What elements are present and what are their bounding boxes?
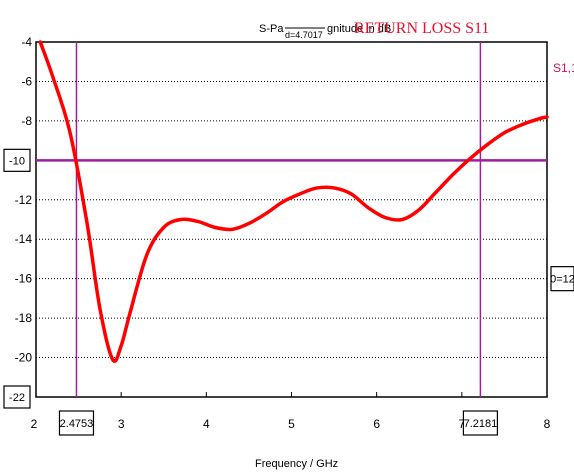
- x-tick-label: 8: [544, 417, 551, 431]
- legend-entry: S1,1: [553, 61, 574, 75]
- chart-header-prefix: S-Pa: [259, 23, 284, 35]
- y-tick-label: -20: [15, 351, 33, 365]
- chart-header-marker: d=4.7017: [285, 30, 323, 40]
- chart-title: RETURN LOSS S11: [354, 20, 489, 37]
- x-axis-ticks: 2 3 4 5 6 7 8: [31, 392, 551, 431]
- marker-label-x-1: 2.4753: [60, 418, 94, 430]
- marker-label-right-box: [550, 266, 574, 292]
- marker-label-x-2: 7.2181: [464, 418, 498, 430]
- marker-boxes: -10 -22 0=12 2.4753 7.2181: [3, 148, 574, 436]
- y-tick-label: -8: [21, 114, 32, 128]
- marker-lines: [36, 42, 547, 397]
- chart-header-suffix: gnitude in dB: [327, 23, 391, 35]
- x-tick-label: 7: [458, 417, 465, 431]
- marker-label-y-10: -10: [9, 155, 25, 167]
- x-tick-label: 3: [118, 417, 125, 431]
- x-tick-label: 5: [288, 417, 295, 431]
- marker-label-x-2-box: [462, 410, 499, 436]
- x-tick-label: 2: [31, 417, 38, 431]
- y-axis-ticks: -4 -6 -8 -12 -14 -16 -18 -20: [15, 35, 33, 365]
- x-tick-label: 6: [373, 417, 380, 431]
- marker-label-right: 0=12: [550, 274, 574, 286]
- y-tick-label: -14: [15, 232, 33, 246]
- plot-frame: [35, 41, 548, 398]
- marker-label-y-10-box: [3, 148, 31, 172]
- series-group: [38, 40, 549, 363]
- plot-area-border: [35, 41, 548, 398]
- marker-label-y-22: -22: [9, 392, 25, 404]
- grid-lines: [36, 80, 547, 359]
- marker-label-x-1-box: [58, 410, 95, 436]
- y-tick-label: -16: [15, 272, 33, 286]
- y-tick-label: -6: [21, 74, 32, 88]
- series-line-s11: [38, 40, 549, 363]
- y-tick-label: -4: [21, 35, 32, 49]
- marker-label-y-22-box: [3, 385, 31, 409]
- x-axis-label: Frequency / GHz: [255, 458, 338, 470]
- y-tick-label: -18: [15, 311, 33, 325]
- x-tick-label: 4: [203, 417, 210, 431]
- y-tick-label: -12: [15, 193, 33, 207]
